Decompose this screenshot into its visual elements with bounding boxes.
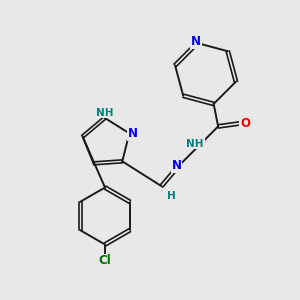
Text: NH: NH bbox=[186, 139, 204, 148]
Text: N: N bbox=[172, 159, 182, 172]
Text: NH: NH bbox=[96, 108, 113, 118]
Text: Cl: Cl bbox=[99, 254, 111, 268]
Text: N: N bbox=[128, 127, 138, 140]
Text: H: H bbox=[167, 191, 176, 201]
Text: N: N bbox=[191, 35, 201, 48]
Text: O: O bbox=[240, 117, 250, 130]
